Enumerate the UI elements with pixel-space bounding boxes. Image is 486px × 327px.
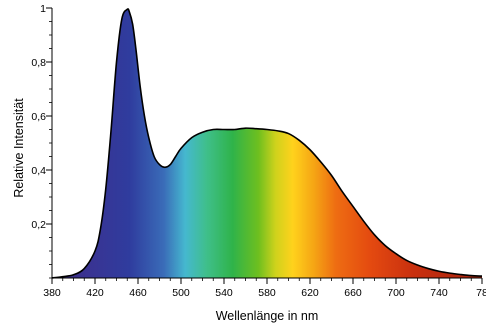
x-tick-label: 78	[476, 287, 486, 299]
x-tick-label: 740	[430, 287, 448, 299]
y-tick-label: 1	[40, 3, 46, 15]
x-tick-label: 500	[172, 287, 190, 299]
x-tick-label: 540	[215, 287, 233, 299]
x-tick-label: 580	[258, 287, 276, 299]
x-tick-label: 620	[301, 287, 319, 299]
axes: 380 420 460 500 540 580 620 660 700 740 78 0,2 0,4 0,…	[31, 3, 486, 299]
x-tick-label: 380	[43, 287, 61, 299]
spectrum-curve	[51, 8, 483, 279]
y-tick-label: 0,8	[31, 57, 46, 69]
y-axis-title: Relative Intensität	[12, 98, 26, 198]
y-tick-label: 0,2	[31, 219, 46, 231]
x-axis-title: Wellenlänge in nm	[216, 309, 319, 323]
x-tick-label: 700	[387, 287, 405, 299]
x-tick-label: 460	[129, 287, 147, 299]
spectrum-area	[52, 8, 482, 279]
x-tick-label: 420	[86, 287, 104, 299]
x-tick-label: 660	[344, 287, 362, 299]
y-tick-label: 0,4	[31, 165, 46, 177]
y-tick-label: 0,6	[31, 111, 46, 123]
